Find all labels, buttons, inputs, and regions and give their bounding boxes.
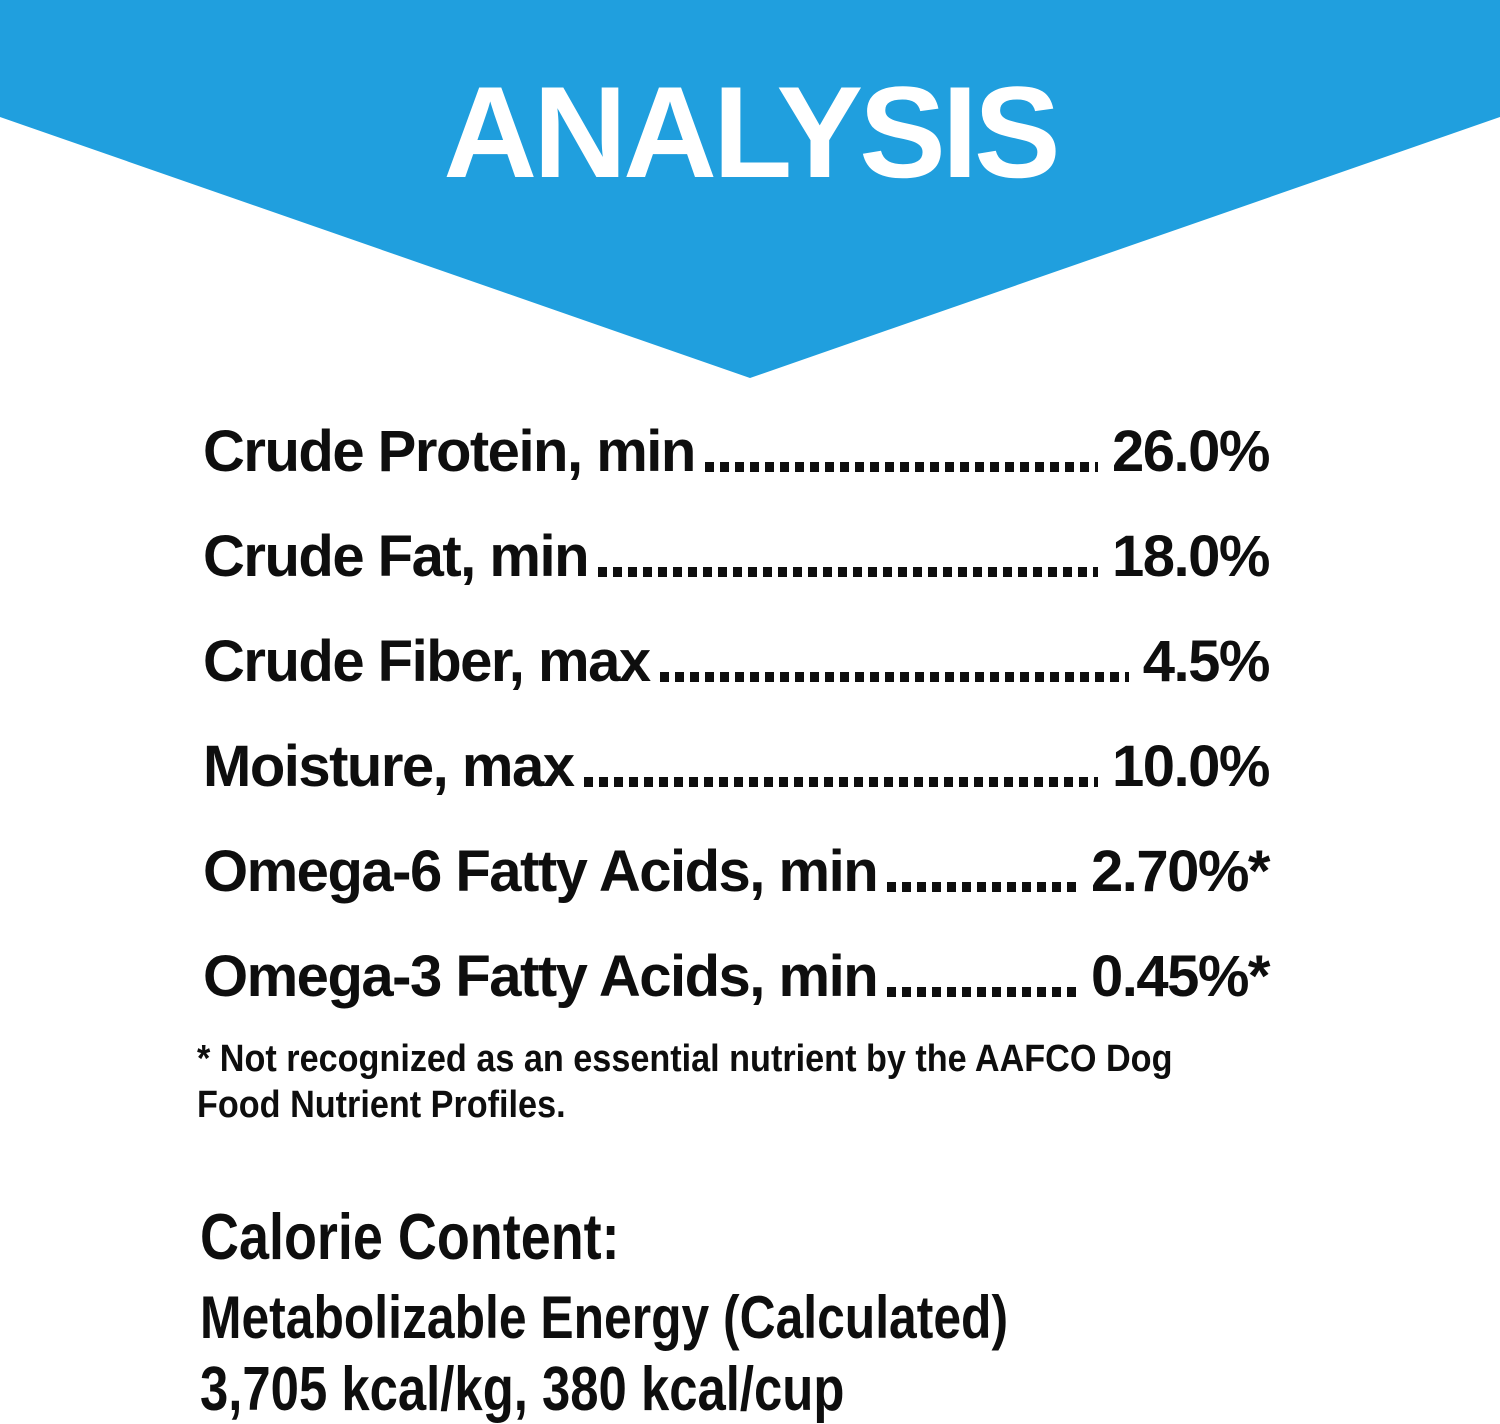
nutrient-value: 0.45%* <box>1090 944 1271 1009</box>
aafco-footnote-line-2: Food Nutrient Profiles. <box>197 1084 566 1126</box>
nutrient-label: Omega-3 Fatty Acids, min <box>203 944 879 1009</box>
aafco-footnote: * Not recognized as an essential nutrien… <box>197 1036 1259 1128</box>
dot-leader <box>659 672 1129 682</box>
dot-leader <box>887 882 1077 892</box>
analysis-row-moisture: Moisture, max 10.0% <box>203 734 1270 799</box>
nutrient-label: Omega-6 Fatty Acids, min <box>203 839 879 904</box>
nutrient-value: 10.0% <box>1112 734 1270 799</box>
analysis-row-crude-fat: Crude Fat, min 18.0% <box>203 524 1270 589</box>
analysis-banner-title: ANALYSIS <box>443 59 1060 205</box>
analysis-row-omega-3: Omega-3 Fatty Acids, min 0.45%* <box>203 944 1271 1009</box>
metabolizable-energy-line: Metabolizable Energy (Calculated) <box>200 1284 1009 1351</box>
nutrient-value: 4.5% <box>1142 629 1271 694</box>
analysis-row-crude-protein: Crude Protein, min 26.0% <box>203 419 1270 484</box>
dot-leader <box>704 462 1099 472</box>
nutrient-value: 18.0% <box>1112 524 1270 589</box>
nutrient-label: Crude Fat, min <box>203 524 590 589</box>
analysis-row-crude-fiber: Crude Fiber, max 4.5% <box>203 629 1271 694</box>
nutrient-value: 2.70%* <box>1090 839 1271 904</box>
analysis-banner: ANALYSIS <box>0 0 1500 378</box>
dot-leader <box>583 777 1099 787</box>
aafco-footnote-line-1: * Not recognized as an essential nutrien… <box>197 1038 1173 1080</box>
guaranteed-analysis-list: Crude Protein, min 26.0% Crude Fat, min … <box>203 419 1271 1053</box>
nutrient-label: Moisture, max <box>203 734 575 799</box>
nutrient-label: Crude Fiber, max <box>203 629 651 694</box>
calorie-content-heading: Calorie Content: <box>200 1200 620 1273</box>
analysis-row-omega-6: Omega-6 Fatty Acids, min 2.70%* <box>203 839 1271 904</box>
dot-leader <box>598 567 1099 577</box>
nutrient-value: 26.0% <box>1112 419 1270 484</box>
kcal-values-line: 3,705 kcal/kg, 380 kcal/cup <box>200 1355 845 1424</box>
nutrient-label: Crude Protein, min <box>203 419 696 484</box>
dot-leader <box>887 987 1077 997</box>
